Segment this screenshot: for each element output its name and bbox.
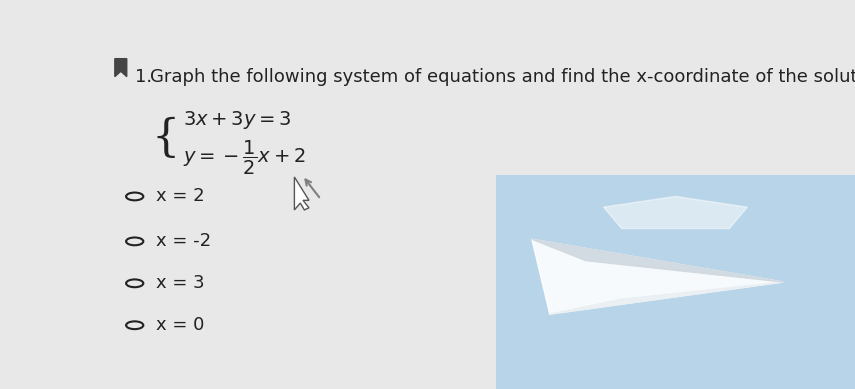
Polygon shape bbox=[496, 175, 855, 389]
Text: x = 3: x = 3 bbox=[156, 274, 204, 292]
Text: x = -2: x = -2 bbox=[156, 232, 211, 251]
Text: {: { bbox=[152, 117, 180, 160]
Text: x = 2: x = 2 bbox=[156, 187, 204, 205]
Polygon shape bbox=[115, 59, 127, 77]
Polygon shape bbox=[532, 239, 783, 314]
Text: x = 0: x = 0 bbox=[156, 316, 204, 334]
Polygon shape bbox=[294, 177, 309, 210]
Polygon shape bbox=[550, 282, 783, 314]
Polygon shape bbox=[604, 196, 747, 229]
Text: $3x + 3y = 3$: $3x + 3y = 3$ bbox=[183, 109, 292, 131]
Polygon shape bbox=[532, 239, 783, 282]
Text: $y = -\dfrac{1}{2}x + 2$: $y = -\dfrac{1}{2}x + 2$ bbox=[183, 138, 306, 177]
Text: 1.: 1. bbox=[135, 68, 152, 86]
Text: Graph the following system of equations and find the x-coordinate of the solutio: Graph the following system of equations … bbox=[150, 68, 855, 86]
